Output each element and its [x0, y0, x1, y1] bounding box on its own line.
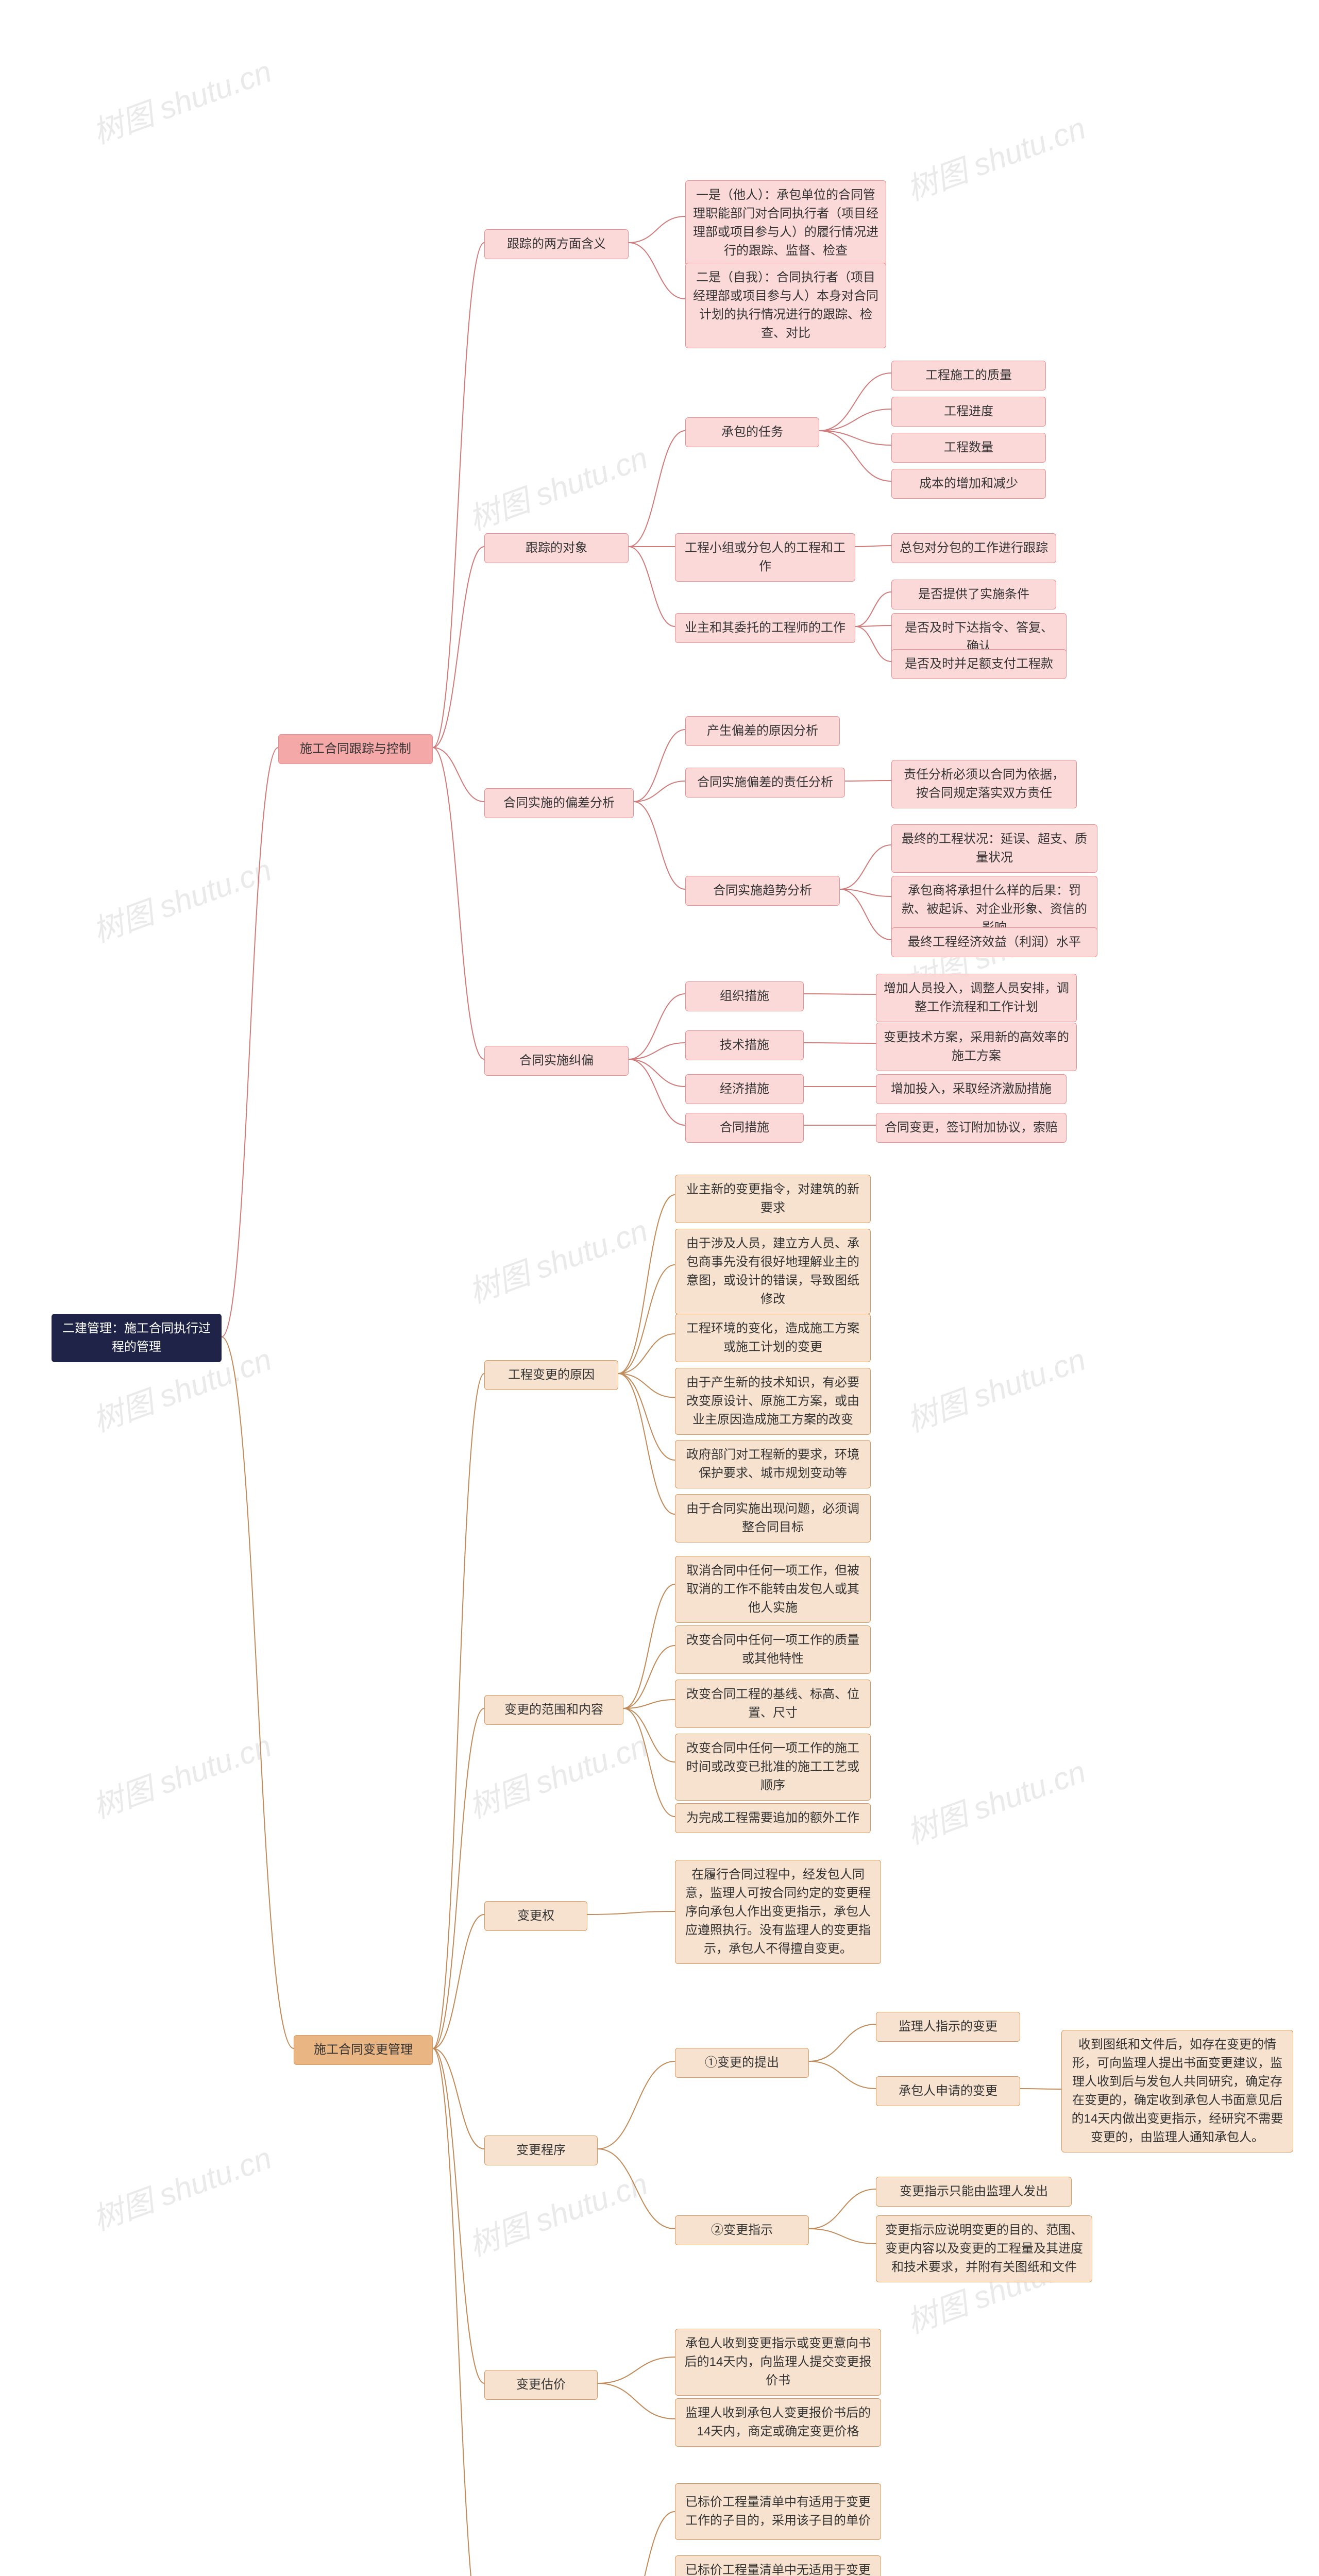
mindmap-node-A4b1: 变更技术方案，采用新的高效率的施工方案 — [876, 1023, 1077, 1071]
mindmap-node-B6a: 已标价工程量清单中有适用于变更工作的子目的，采用该子目的单价 — [675, 2483, 881, 2540]
mindmap-node-A4d1: 合同变更，签订附加协议，索赔 — [876, 1113, 1067, 1143]
mindmap-canvas: 二建管理：施工合同执行过程的管理 施工合同跟踪与控制 跟踪的两方面含义 一是（他人）：… — [0, 0, 1319, 2576]
mindmap-node-B4a2: 承包人申请的变更 — [876, 2076, 1020, 2106]
mindmap-node-A3c1: 最终的工程状况：延误、超支、质量状况 — [891, 824, 1097, 873]
mindmap-node-B: 施工合同变更管理 — [294, 2035, 433, 2065]
mindmap-node-A2b: 工程小组或分包人的工程和工作 — [675, 533, 855, 582]
mindmap-node-B2c: 改变合同工程的基线、标高、位置、尺寸 — [675, 1680, 871, 1728]
mindmap-node-B5b: 监理人收到承包人变更报价书后的14天内，商定或确定变更价格 — [675, 2398, 881, 2447]
mindmap-node-B1d: 由于产生新的技术知识，有必要改变原设计、原施工方案，或由业主原因造成施工方案的改… — [675, 1368, 871, 1435]
watermark: 树图 shutu.cn — [86, 1721, 277, 1827]
mindmap-node-A2a1: 工程施工的质量 — [891, 361, 1046, 391]
mindmap-node-A2a4: 成本的增加和减少 — [891, 469, 1046, 499]
mindmap-node-A2a: 承包的任务 — [685, 417, 819, 447]
mindmap-node-A: 施工合同跟踪与控制 — [278, 734, 433, 764]
mindmap-node-B2b: 改变合同中任何一项工作的质量或其他特性 — [675, 1625, 871, 1674]
mindmap-node-A2a2: 工程进度 — [891, 397, 1046, 427]
mindmap-node-B4b: ②变更指示 — [675, 2215, 809, 2245]
mindmap-node-B1b: 由于涉及人员，建立方人员、承包商事先没有很好地理解业主的意图，或设计的错误，导致… — [675, 1229, 871, 1314]
mindmap-node-A4a: 组织措施 — [685, 981, 804, 1011]
mindmap-node-A4d: 合同措施 — [685, 1113, 804, 1143]
mindmap-node-B1: 工程变更的原因 — [484, 1360, 618, 1390]
mindmap-node-B5: 变更估价 — [484, 2370, 598, 2400]
mindmap-node-A2b1: 总包对分包的工作进行跟踪 — [891, 533, 1056, 563]
mindmap-node-B2e: 为完成工程需要追加的额外工作 — [675, 1803, 871, 1833]
watermark: 树图 shutu.cn — [462, 433, 653, 539]
watermark: 树图 shutu.cn — [900, 1334, 1091, 1440]
mindmap-node-B1f: 由于合同实施出现问题，必须调整合同目标 — [675, 1494, 871, 1543]
mindmap-node-root: 二建管理：施工合同执行过程的管理 — [52, 1314, 222, 1362]
mindmap-node-A2: 跟踪的对象 — [484, 533, 629, 563]
mindmap-connectors — [0, 0, 1319, 2576]
watermark: 树图 shutu.cn — [900, 1747, 1091, 1853]
mindmap-node-B4a2x: 收到图纸和文件后，如存在变更的情形，可向监理人提出书面变更建议，监理人收到后与发… — [1061, 2030, 1293, 2153]
mindmap-node-A3b1: 责任分析必须以合同为依据，按合同规定落实双方责任 — [891, 760, 1077, 808]
mindmap-node-A3c3: 最终工程经济效益（利润）水平 — [891, 927, 1097, 957]
mindmap-node-A2c1: 是否提供了实施条件 — [891, 580, 1056, 609]
mindmap-node-B1e: 政府部门对工程新的要求，环境保护要求、城市规划变动等 — [675, 1440, 871, 1488]
mindmap-node-B2: 变更的范围和内容 — [484, 1695, 623, 1725]
mindmap-node-A1a: 一是（他人）：承包单位的合同管理职能部门对合同执行者（项目经理部或项目参与人）的… — [685, 180, 886, 266]
mindmap-node-A2c3: 是否及时并足额支付工程款 — [891, 649, 1067, 679]
mindmap-node-B4a: ①变更的提出 — [675, 2048, 809, 2078]
mindmap-node-B3a: 在履行合同过程中，经发包人同意，监理人可按合同约定的变更程序向承包人作出变更指示… — [675, 1860, 881, 1964]
mindmap-node-A3b: 合同实施偏差的责任分析 — [685, 768, 845, 798]
mindmap-node-A1b: 二是（自我）：合同执行者（项目经理部或项目参与人）本身对合同计划的执行情况进行的… — [685, 263, 886, 348]
watermark: 树图 shutu.cn — [86, 845, 277, 951]
mindmap-node-B4b1: 变更指示只能由监理人发出 — [876, 2177, 1072, 2207]
mindmap-node-A2a3: 工程数量 — [891, 433, 1046, 463]
watermark: 树图 shutu.cn — [86, 46, 277, 152]
mindmap-node-B1c: 工程环境的变化，造成施工方案或施工计划的变更 — [675, 1314, 871, 1362]
watermark: 树图 shutu.cn — [86, 2133, 277, 2239]
mindmap-node-A3a: 产生偏差的原因分析 — [685, 716, 840, 746]
watermark: 树图 shutu.cn — [462, 1206, 653, 1312]
mindmap-node-B4b2: 变更指示应说明变更的目的、范围、变更内容以及变更的工程量及其进度和技术要求，并附… — [876, 2215, 1092, 2282]
mindmap-node-A2c: 业主和其委托的工程师的工作 — [675, 613, 855, 643]
mindmap-node-A4a1: 增加人员投入，调整人员安排，调整工作流程和工作计划 — [876, 974, 1077, 1022]
mindmap-node-B4: 变更程序 — [484, 2136, 598, 2165]
mindmap-node-B2d: 改变合同中任何一项工作的施工时间或改变已批准的施工工艺或顺序 — [675, 1734, 871, 1801]
mindmap-node-B6b: 已标价工程量清单中无适用于变更工作的子目的，参照类似子目的单价商定 — [675, 2555, 881, 2576]
mindmap-node-A1: 跟踪的两方面含义 — [484, 229, 629, 259]
watermark: 树图 shutu.cn — [462, 2159, 653, 2265]
mindmap-node-A4: 合同实施纠偏 — [484, 1046, 629, 1076]
mindmap-node-A3: 合同实施的偏差分析 — [484, 788, 634, 818]
mindmap-node-B4a1: 监理人指示的变更 — [876, 2012, 1020, 2042]
mindmap-node-B3: 变更权 — [484, 1901, 587, 1931]
mindmap-node-B5a: 承包人收到变更指示或变更意向书后的14天内，向监理人提交变更报价书 — [675, 2329, 881, 2396]
mindmap-node-A4b: 技术措施 — [685, 1030, 804, 1060]
mindmap-node-B1a: 业主新的变更指令，对建筑的新要求 — [675, 1175, 871, 1223]
mindmap-node-A4c: 经济措施 — [685, 1074, 804, 1104]
watermark: 树图 shutu.cn — [86, 2571, 277, 2576]
mindmap-node-A4c1: 增加投入，采取经济激励措施 — [876, 1074, 1067, 1104]
watermark: 树图 shutu.cn — [900, 103, 1091, 209]
mindmap-node-B2a: 取消合同中任何一项工作，但被取消的工作不能转由发包人或其他人实施 — [675, 1556, 871, 1623]
mindmap-node-A3c: 合同实施趋势分析 — [685, 876, 840, 906]
watermark: 树图 shutu.cn — [462, 1721, 653, 1827]
